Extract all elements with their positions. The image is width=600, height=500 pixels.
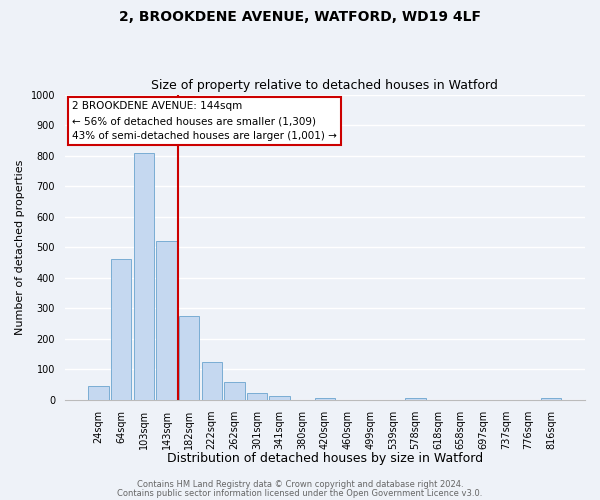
Bar <box>157 241 176 400</box>
Bar <box>179 316 199 400</box>
Text: 2, BROOKDENE AVENUE, WATFORD, WD19 4LF: 2, BROOKDENE AVENUE, WATFORD, WD19 4LF <box>119 10 481 24</box>
Bar <box>269 396 290 400</box>
Bar <box>202 362 222 400</box>
Bar <box>247 394 267 400</box>
Bar <box>111 260 131 400</box>
Bar <box>88 386 109 400</box>
Bar <box>224 382 245 400</box>
X-axis label: Distribution of detached houses by size in Watford: Distribution of detached houses by size … <box>167 452 483 465</box>
Text: Contains public sector information licensed under the Open Government Licence v3: Contains public sector information licen… <box>118 488 482 498</box>
Bar <box>134 152 154 400</box>
Bar <box>315 398 335 400</box>
Bar <box>405 398 425 400</box>
Y-axis label: Number of detached properties: Number of detached properties <box>15 160 25 335</box>
Bar <box>541 398 562 400</box>
Text: 2 BROOKDENE AVENUE: 144sqm
← 56% of detached houses are smaller (1,309)
43% of s: 2 BROOKDENE AVENUE: 144sqm ← 56% of deta… <box>72 102 337 141</box>
Text: Contains HM Land Registry data © Crown copyright and database right 2024.: Contains HM Land Registry data © Crown c… <box>137 480 463 489</box>
Title: Size of property relative to detached houses in Watford: Size of property relative to detached ho… <box>151 79 499 92</box>
